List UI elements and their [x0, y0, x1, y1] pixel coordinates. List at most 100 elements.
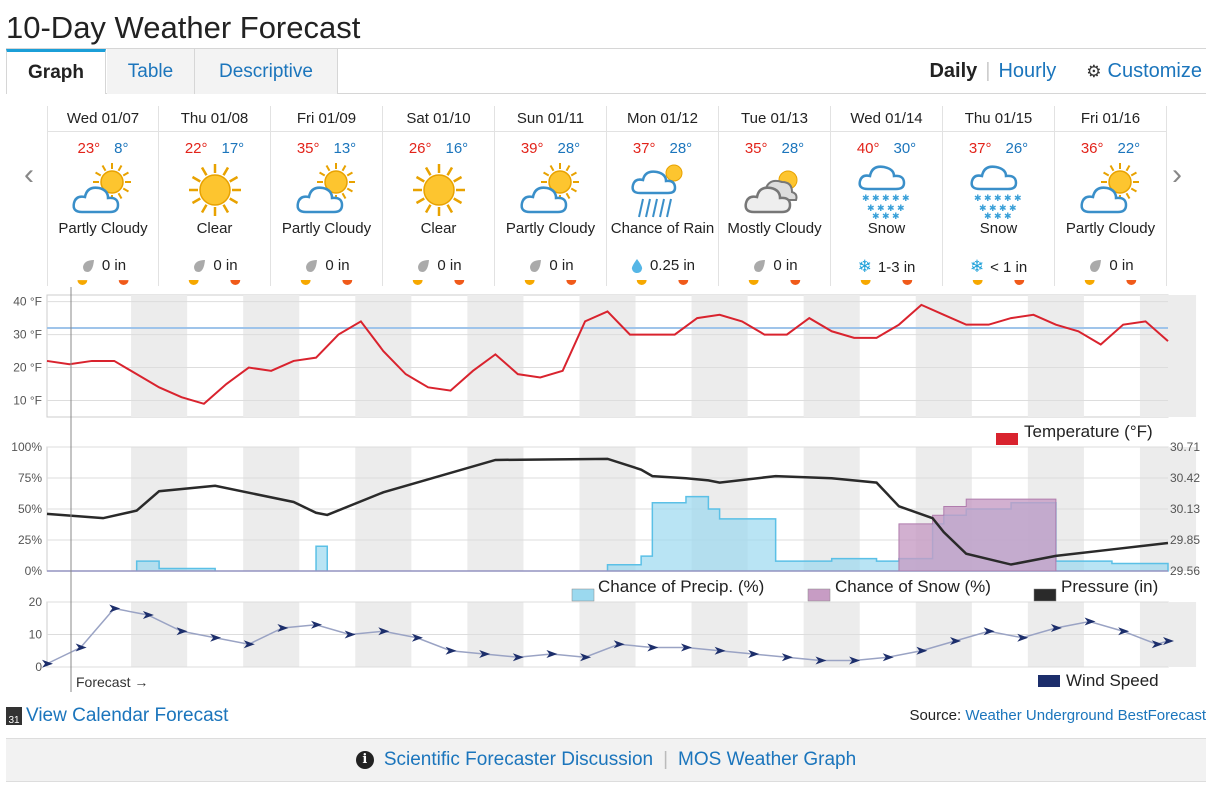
wind-direction-arrow	[210, 633, 222, 642]
chance-rain-icon	[607, 159, 718, 221]
day-column: Wed 01/07 23° 8° Partly Cloudy 0 in	[47, 106, 159, 286]
precip-amount: ❄ 1-3 in	[831, 257, 942, 277]
temperature-line	[46, 303, 1169, 405]
partly-cloudy-icon	[271, 159, 382, 221]
source-credit: Source: Weather Underground BestForecast	[909, 707, 1206, 724]
day-date: Sat 01/10	[383, 106, 494, 132]
tab-graph[interactable]: Graph	[6, 49, 106, 94]
footer-links: i Scientific Forecaster Discussion | MOS…	[6, 738, 1206, 782]
svg-text:✱: ✱	[882, 212, 890, 221]
hourly-toggle[interactable]: Hourly	[998, 60, 1057, 82]
low-temp: 17°	[221, 140, 245, 157]
source-link[interactable]: Weather Underground BestForecast	[965, 707, 1206, 724]
tab-descriptive[interactable]: Descriptive	[195, 49, 338, 94]
next-arrow-icon[interactable]: ›	[1172, 158, 1182, 191]
condition-text: Partly Cloudy	[1065, 220, 1156, 237]
svg-text:✱: ✱	[897, 204, 905, 214]
customize-label: Customize	[1107, 60, 1202, 82]
high-temp: 36°	[1080, 140, 1104, 157]
mos-graph-link[interactable]: MOS Weather Graph	[678, 749, 857, 770]
legend-label: Pressure (in)	[1061, 577, 1158, 596]
low-temp: 13°	[333, 140, 357, 157]
day-date: Fri 01/16	[1055, 106, 1166, 132]
wind-direction-arrow	[849, 656, 861, 665]
condition-text: Snow	[979, 220, 1018, 237]
wind-direction-arrow	[176, 627, 188, 636]
high-temp: 37°	[968, 140, 992, 157]
svg-text:✱: ✱	[872, 212, 880, 221]
night-band	[355, 295, 412, 417]
svg-text:✱: ✱	[1009, 204, 1017, 214]
svg-text:✱: ✱	[892, 212, 900, 221]
svg-text:✱: ✱	[882, 194, 890, 204]
precip-amount: 0 in	[271, 257, 382, 274]
y-tick-label-left: 0%	[25, 564, 43, 578]
day-column: Sat 01/10 26° 16° Clear 0 in	[383, 106, 495, 286]
nav-separator: |	[985, 60, 991, 82]
y-tick-label: 0	[35, 660, 42, 674]
wind-direction-arrow	[613, 640, 625, 649]
prev-arrow-icon[interactable]: ‹	[24, 158, 34, 191]
sun-moon-icons	[636, 280, 689, 285]
night-band	[243, 295, 300, 417]
y-tick-label: 20 °F	[13, 361, 42, 375]
day-column: Fri 01/09 35° 13° Partly Cloudy 0 in	[271, 106, 383, 286]
wind-direction-arrow	[580, 653, 592, 662]
wind-direction-arrow	[142, 611, 154, 619]
wind-direction-arrow	[1084, 617, 1096, 626]
sun-moon-icons	[77, 280, 129, 285]
wind-direction-arrow	[411, 633, 423, 642]
svg-text:✱: ✱	[974, 194, 982, 204]
wind-direction-arrow	[1151, 640, 1163, 649]
wind-direction-arrow	[243, 640, 255, 649]
legend-swatch-pressure	[1033, 588, 1057, 602]
day-date: Mon 01/12	[607, 106, 718, 132]
svg-text:✱: ✱	[989, 204, 997, 214]
drop-none-icon	[82, 259, 94, 272]
daily-toggle[interactable]: Daily	[929, 60, 978, 82]
footer-separator: |	[663, 749, 669, 770]
low-temp: 28°	[557, 140, 581, 157]
y-tick-label: 10 °F	[13, 394, 42, 408]
high-temp: 22°	[184, 140, 208, 157]
page-title: 10-Day Weather Forecast	[6, 10, 361, 45]
precip-value: 0 in	[549, 257, 574, 274]
pressure-line	[46, 457, 1169, 566]
clear-icon	[159, 159, 270, 221]
precip-value: 0 in	[1109, 257, 1134, 274]
calendar-icon: 31	[6, 707, 22, 726]
info-icon: i	[355, 751, 374, 769]
condition-text: Mostly Cloudy	[727, 220, 822, 237]
svg-text:✱: ✱	[892, 194, 900, 204]
night-band	[579, 295, 636, 417]
tab-table[interactable]: Table	[107, 49, 195, 94]
condition-text: Clear	[196, 220, 233, 237]
calendar-link[interactable]: 31 View Calendar Forecast	[6, 705, 228, 727]
discussion-link[interactable]: Scientific Forecaster Discussion	[383, 749, 654, 770]
y-tick-label-left: 75%	[18, 471, 42, 485]
tab-bar: Graph Table Descriptive Daily | Hourly ⚙…	[6, 48, 1206, 94]
svg-text:✱: ✱	[872, 194, 880, 204]
high-temp: 23°	[77, 140, 101, 157]
condition-text: Snow	[867, 220, 906, 237]
precip-amount: ❄ < 1 in	[943, 257, 1054, 277]
wind-direction-arrow	[950, 637, 962, 645]
wind-direction-arrow	[748, 650, 760, 658]
svg-text:✱: ✱	[887, 204, 895, 214]
high-temp: 37°	[632, 140, 656, 157]
clear-icon	[383, 159, 494, 221]
customize-button[interactable]: ⚙ Customize	[1086, 60, 1206, 83]
day-column: Thu 01/15 37° 26° ✱ ✱ ✱ ✱ ✱ ✱ ✱ ✱ ✱ ✱ ✱ ✱ Snow ❄ < 1 in	[943, 106, 1055, 286]
mostly-cloudy-icon	[719, 159, 830, 221]
legend-label: Chance of Snow (%)	[835, 577, 991, 596]
wind-direction-arrow	[109, 604, 121, 613]
y-tick-label-left: 25%	[18, 533, 42, 547]
snow-area	[47, 498, 1168, 572]
wind-direction-arrow	[445, 646, 457, 655]
night-band	[467, 295, 524, 417]
precip-amount: 0 in	[383, 257, 494, 274]
wind-direction-arrow	[714, 646, 726, 655]
drop-none-icon	[194, 259, 206, 272]
high-temp: 35°	[296, 140, 320, 157]
precip-value: 0.25 in	[649, 257, 696, 274]
